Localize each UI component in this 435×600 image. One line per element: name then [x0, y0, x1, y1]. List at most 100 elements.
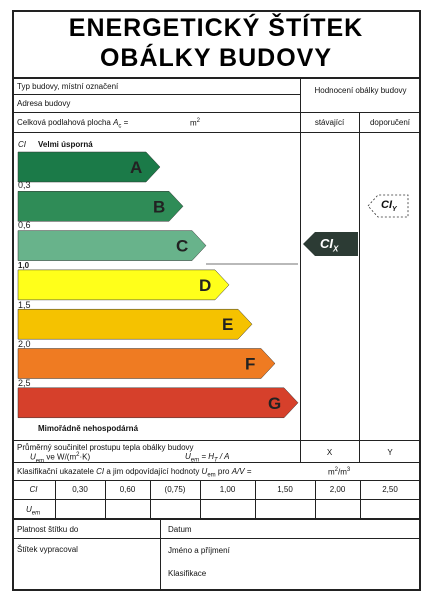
- rule: [160, 519, 161, 590]
- title: OBÁLKY BUDOVY: [99, 44, 332, 72]
- rule: [255, 480, 256, 518]
- rule: [12, 518, 420, 520]
- text: CI: [381, 199, 392, 211]
- class-letter: A: [130, 158, 142, 177]
- text: CI: [96, 467, 105, 476]
- text: A/V: [231, 467, 245, 476]
- rule: [315, 480, 316, 518]
- scale-tick: 1,5: [18, 300, 31, 310]
- class-letter: F: [245, 355, 255, 374]
- field-label: Jméno a příjmení: [168, 546, 230, 555]
- rule: [12, 480, 420, 481]
- rule: [360, 480, 361, 518]
- current-arrow: [303, 232, 358, 256]
- uem-recommended: Y: [387, 448, 393, 457]
- scale-tick: 2,0: [18, 339, 31, 349]
- text: / A: [217, 452, 230, 461]
- axis-label: CI: [18, 140, 26, 149]
- class-letter: B: [153, 197, 165, 216]
- rule: [12, 77, 420, 79]
- text: ve W/(m: [44, 452, 77, 462]
- classification-unit: m2/m3: [328, 467, 350, 477]
- table-cell: (0,75): [164, 485, 186, 494]
- column-header: doporučení: [369, 118, 411, 127]
- recommended-arrow: [367, 194, 409, 218]
- text: em: [207, 472, 216, 479]
- class-arrow: [17, 387, 299, 419]
- class-arrow: [17, 230, 207, 261]
- rule: [12, 440, 420, 441]
- scale-tick: 2,5: [18, 378, 31, 388]
- text: U: [185, 452, 191, 461]
- text: em: [190, 457, 200, 464]
- scale-top: Velmi úsporná: [38, 140, 93, 149]
- text: X: [333, 244, 339, 254]
- text: /m: [338, 467, 347, 477]
- rule: [55, 480, 56, 518]
- field-label: Datum: [168, 525, 192, 534]
- text: A: [113, 118, 119, 127]
- table-cell: 1,50: [277, 485, 293, 494]
- text: =: [121, 118, 129, 127]
- class-arrow: [17, 348, 276, 379]
- text: Y: [392, 206, 397, 214]
- uem-formula: Uem = HT / A: [185, 452, 229, 464]
- scale-tick: 0,6: [18, 220, 31, 230]
- table-cell: 2,00: [329, 485, 346, 494]
- field-label: Platnost štítku do: [17, 525, 79, 534]
- uem-current: X: [326, 448, 333, 457]
- table-cell: 1,00: [219, 485, 236, 494]
- scale-bottom: Mimořádně nehospodárná: [38, 424, 139, 433]
- rule: [12, 538, 420, 539]
- field-label: Adresa budovy: [17, 99, 71, 108]
- text: = H: [199, 452, 215, 461]
- text: 2: [76, 452, 80, 458]
- rule: [105, 480, 106, 518]
- text: U: [30, 452, 36, 462]
- text: 2: [334, 467, 339, 473]
- class-arrow: [17, 191, 184, 222]
- field-label: Typ budovy, místní označení: [17, 82, 119, 91]
- text: U: [26, 505, 32, 514]
- rule: [359, 112, 360, 462]
- text: ·K): [79, 452, 91, 462]
- rule: [12, 499, 420, 500]
- rule: [12, 462, 420, 463]
- text: CI: [320, 236, 333, 251]
- uem-label: Průměrný součinitel prostupu tepla obálk…: [17, 443, 194, 452]
- border: [12, 589, 421, 591]
- field-label: Štítek vypracoval: [17, 545, 78, 554]
- column-header: stávající: [314, 118, 345, 127]
- rule: [200, 480, 201, 518]
- text: m: [190, 118, 197, 128]
- border: [12, 10, 420, 12]
- text: 3: [346, 467, 351, 473]
- text: em: [36, 458, 44, 464]
- class-letter: C: [176, 237, 188, 256]
- scale-tick: 1,0: [18, 261, 30, 270]
- class-arrow: [17, 308, 253, 340]
- table-cell: 2,50: [382, 485, 398, 494]
- table-cell: 0,30: [72, 485, 88, 494]
- rule: [150, 480, 151, 518]
- title: ENERGETICKÝ ŠTÍTEK: [68, 14, 364, 42]
- text: em: [31, 510, 41, 517]
- text: T: [214, 457, 218, 464]
- field-unit: m2: [190, 118, 200, 128]
- rule: [12, 112, 420, 113]
- class-arrow: [17, 269, 230, 301]
- table-cell: 0,60: [119, 485, 136, 494]
- class-arrow: [17, 151, 161, 183]
- text: Celková podlahová plocha: [17, 118, 114, 127]
- rule: [300, 78, 301, 462]
- uem-unit: Uem ve W/(m2·K): [30, 452, 90, 464]
- table-cell: CI: [29, 485, 38, 494]
- field-label: Celková podlahová plocha Ac =: [17, 118, 128, 130]
- scale-tick: 0,3: [18, 180, 31, 190]
- text: c: [118, 123, 122, 130]
- class-letter: E: [222, 315, 233, 334]
- current-class: CIX: [320, 236, 338, 254]
- border: [12, 10, 14, 590]
